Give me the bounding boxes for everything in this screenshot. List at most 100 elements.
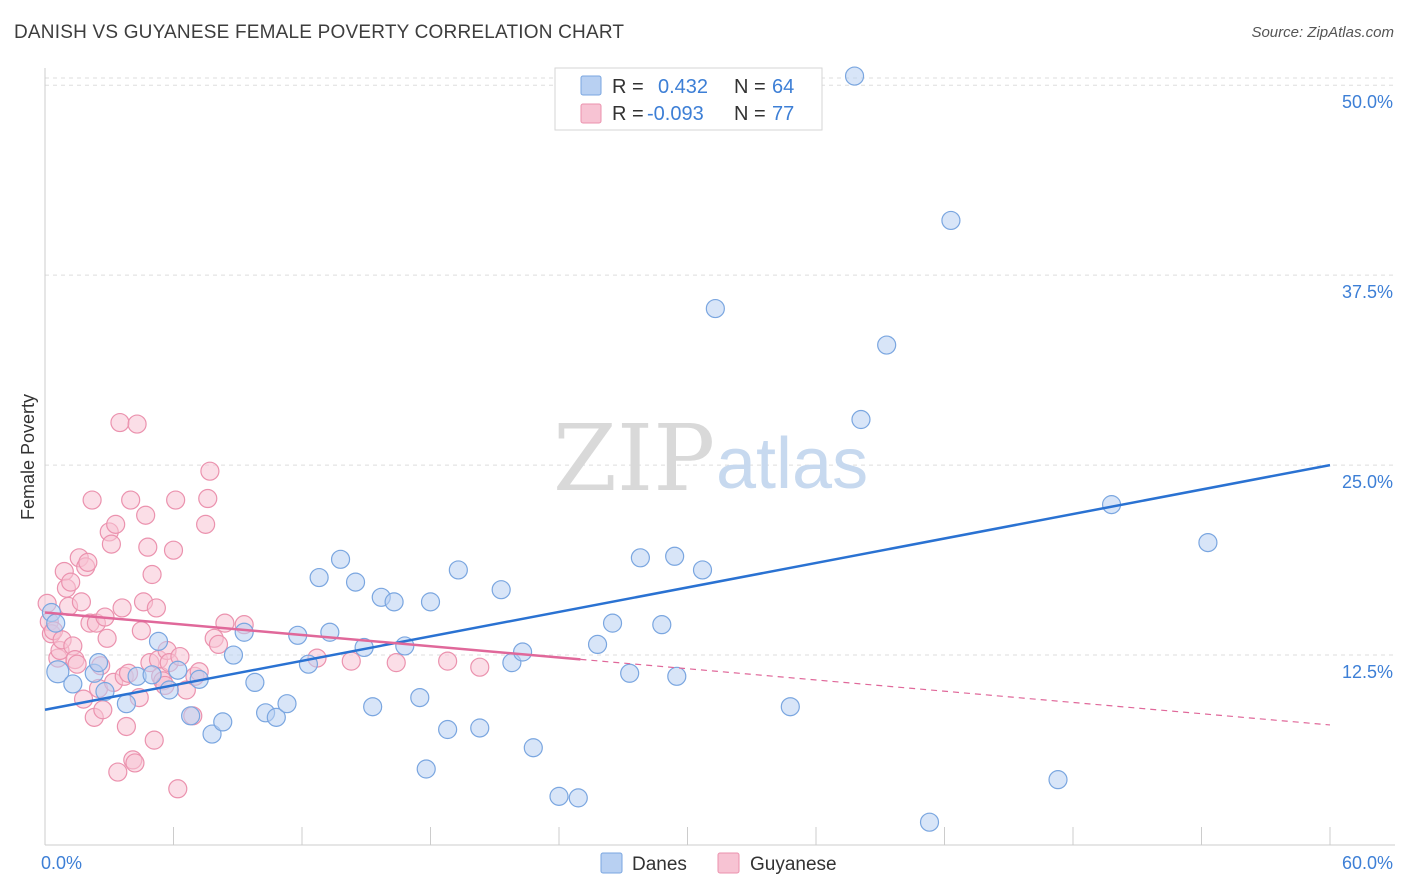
danes-point [1048,770,1068,790]
bottom-legend-guyanese: Guyanese [750,854,837,875]
guyanese-point [101,534,121,554]
danes-point [234,622,254,642]
guyanese-point [341,651,361,671]
guyanese-point [73,689,94,709]
trend-lines [44,463,1331,726]
guyanese-point [108,762,128,782]
guyanese-point [131,621,151,641]
danes-point [549,786,569,806]
danes-point [384,592,404,612]
watermark: ZIP atlas [553,405,868,512]
danes-point [877,335,897,355]
danes-point [844,66,865,86]
danes-point [512,642,533,662]
guyanese-point [136,505,156,525]
guyanese-point [112,598,132,618]
legend-danes-n-value: 64 [772,76,794,98]
danes-point [420,592,441,612]
danes-point [652,615,672,635]
legend-guyanese-swatch [580,103,602,124]
correlation-legend: R = 0.432 N = 64 R = -0.093 N = 77 [554,67,823,131]
y-tick-label: 25.0% [1342,472,1393,492]
danes-trend-line [44,463,1331,711]
danes-point [345,572,366,592]
guyanese-points [37,412,490,799]
danes-point [491,580,511,600]
guyanese-point [93,700,113,720]
danes-point [780,697,800,717]
danes-point [363,697,383,717]
danes-point [448,560,468,580]
legend-guyanese-n-label: N = [734,103,766,125]
x-tick-label-max: 60.0% [1342,853,1393,873]
chart-title: DANISH VS GUYANESE FEMALE POVERTY CORREL… [14,22,625,43]
source-credit: Source: ZipAtlas.com [1251,24,1394,41]
guyanese-point [386,653,406,673]
guyanese-point [67,654,87,674]
danes-point [470,718,490,738]
legend-danes-r-label: R = [612,76,644,98]
danes-point [851,409,871,430]
guyanese-point [138,537,158,557]
danes-point [620,663,640,683]
danes-point [410,687,430,708]
danes-point [88,653,109,673]
bottom-legend-guyanese-swatch [717,852,740,874]
guyanese-point [127,414,147,434]
legend-guyanese-r-label: R = [612,103,644,125]
danes-point [630,548,650,568]
danes-point [245,672,265,693]
legend-guyanese-n-value: 77 [772,103,794,125]
danes-point [223,645,244,665]
danes-point [46,613,66,633]
y-tick-label: 12.5% [1342,662,1393,682]
danes-point [309,567,329,588]
danes-point [202,724,222,744]
danes-point [142,665,162,685]
guyanese-point [168,779,188,799]
danes-points [41,66,1218,832]
guyanese-point [125,753,145,773]
guyanese-point [121,490,141,510]
legend-guyanese-r-value: -0.093 [647,103,704,125]
y-tick-label: 37.5% [1342,282,1393,302]
danes-point [148,631,169,651]
guyanese-point [163,540,184,560]
guyanese-point [78,552,98,572]
danes-point [95,681,115,702]
guyanese-point [110,412,130,433]
guyanese-point [142,564,162,585]
danes-point [667,666,687,686]
guyanese-point [106,514,126,534]
guyanese-point [61,572,81,592]
guyanese-trend-extension [580,658,1331,726]
tick-labels: 12.5% 25.0% 37.5% 50.0% 0.0% 60.0% [41,92,1393,873]
axes-layer [44,68,1395,846]
y-axis-label: Female Poverty [18,394,38,520]
danes-point [330,549,351,569]
guyanese-point [116,716,136,737]
danes-point [568,788,588,808]
danes-point [523,738,543,758]
legend-danes-n-label: N = [734,76,766,98]
guyanese-point [198,488,218,509]
guyanese-point [438,651,458,671]
guyanese-point [82,490,102,510]
danes-point [919,812,940,832]
guyanese-point [470,657,490,677]
guyanese-point [71,592,92,612]
legend-danes-swatch [580,75,602,96]
watermark-atlas: atlas [716,424,868,504]
guyanese-point [166,490,186,510]
danes-point [213,712,233,732]
series-legend: Danes Guyanese [600,852,837,875]
y-tick-label: 50.0% [1342,92,1393,112]
danes-point [1198,532,1218,553]
guyanese-point [144,730,164,750]
guyanese-trend-line [44,611,581,661]
guyanese-point [146,598,166,618]
danes-point [46,660,70,684]
guyanese-point [196,514,216,534]
bottom-legend-danes-swatch [600,852,623,874]
